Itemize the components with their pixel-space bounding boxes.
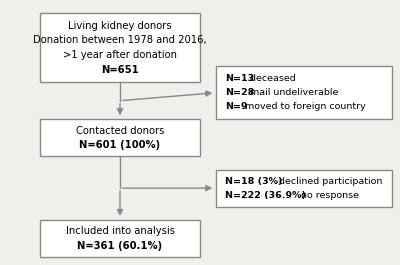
Text: Contacted donors: Contacted donors — [76, 126, 164, 135]
Text: N=28: N=28 — [225, 88, 254, 97]
Text: Included into analysis: Included into analysis — [66, 226, 174, 236]
Text: N=601 (100%): N=601 (100%) — [80, 140, 160, 150]
Text: Donation between 1978 and 2016,: Donation between 1978 and 2016, — [33, 36, 207, 45]
Text: moved to foreign country: moved to foreign country — [242, 102, 366, 111]
Text: N=222 (36.9%): N=222 (36.9%) — [225, 191, 306, 200]
FancyBboxPatch shape — [216, 66, 392, 119]
Text: Living kidney donors: Living kidney donors — [68, 21, 172, 31]
Text: declined participation: declined participation — [276, 177, 382, 186]
Text: N=361 (60.1%): N=361 (60.1%) — [78, 241, 162, 251]
Text: no response: no response — [298, 191, 360, 200]
Text: N=9: N=9 — [225, 102, 248, 111]
Text: mail undeliverable: mail undeliverable — [248, 88, 339, 97]
FancyBboxPatch shape — [40, 13, 200, 82]
FancyBboxPatch shape — [40, 220, 200, 257]
FancyBboxPatch shape — [216, 170, 392, 207]
Text: N=13: N=13 — [225, 74, 254, 83]
FancyBboxPatch shape — [40, 119, 200, 156]
Text: >1 year after donation: >1 year after donation — [63, 50, 177, 60]
Text: deceased: deceased — [248, 74, 296, 83]
Text: N=18 (3%): N=18 (3%) — [225, 177, 282, 186]
Text: N=651: N=651 — [101, 65, 139, 74]
